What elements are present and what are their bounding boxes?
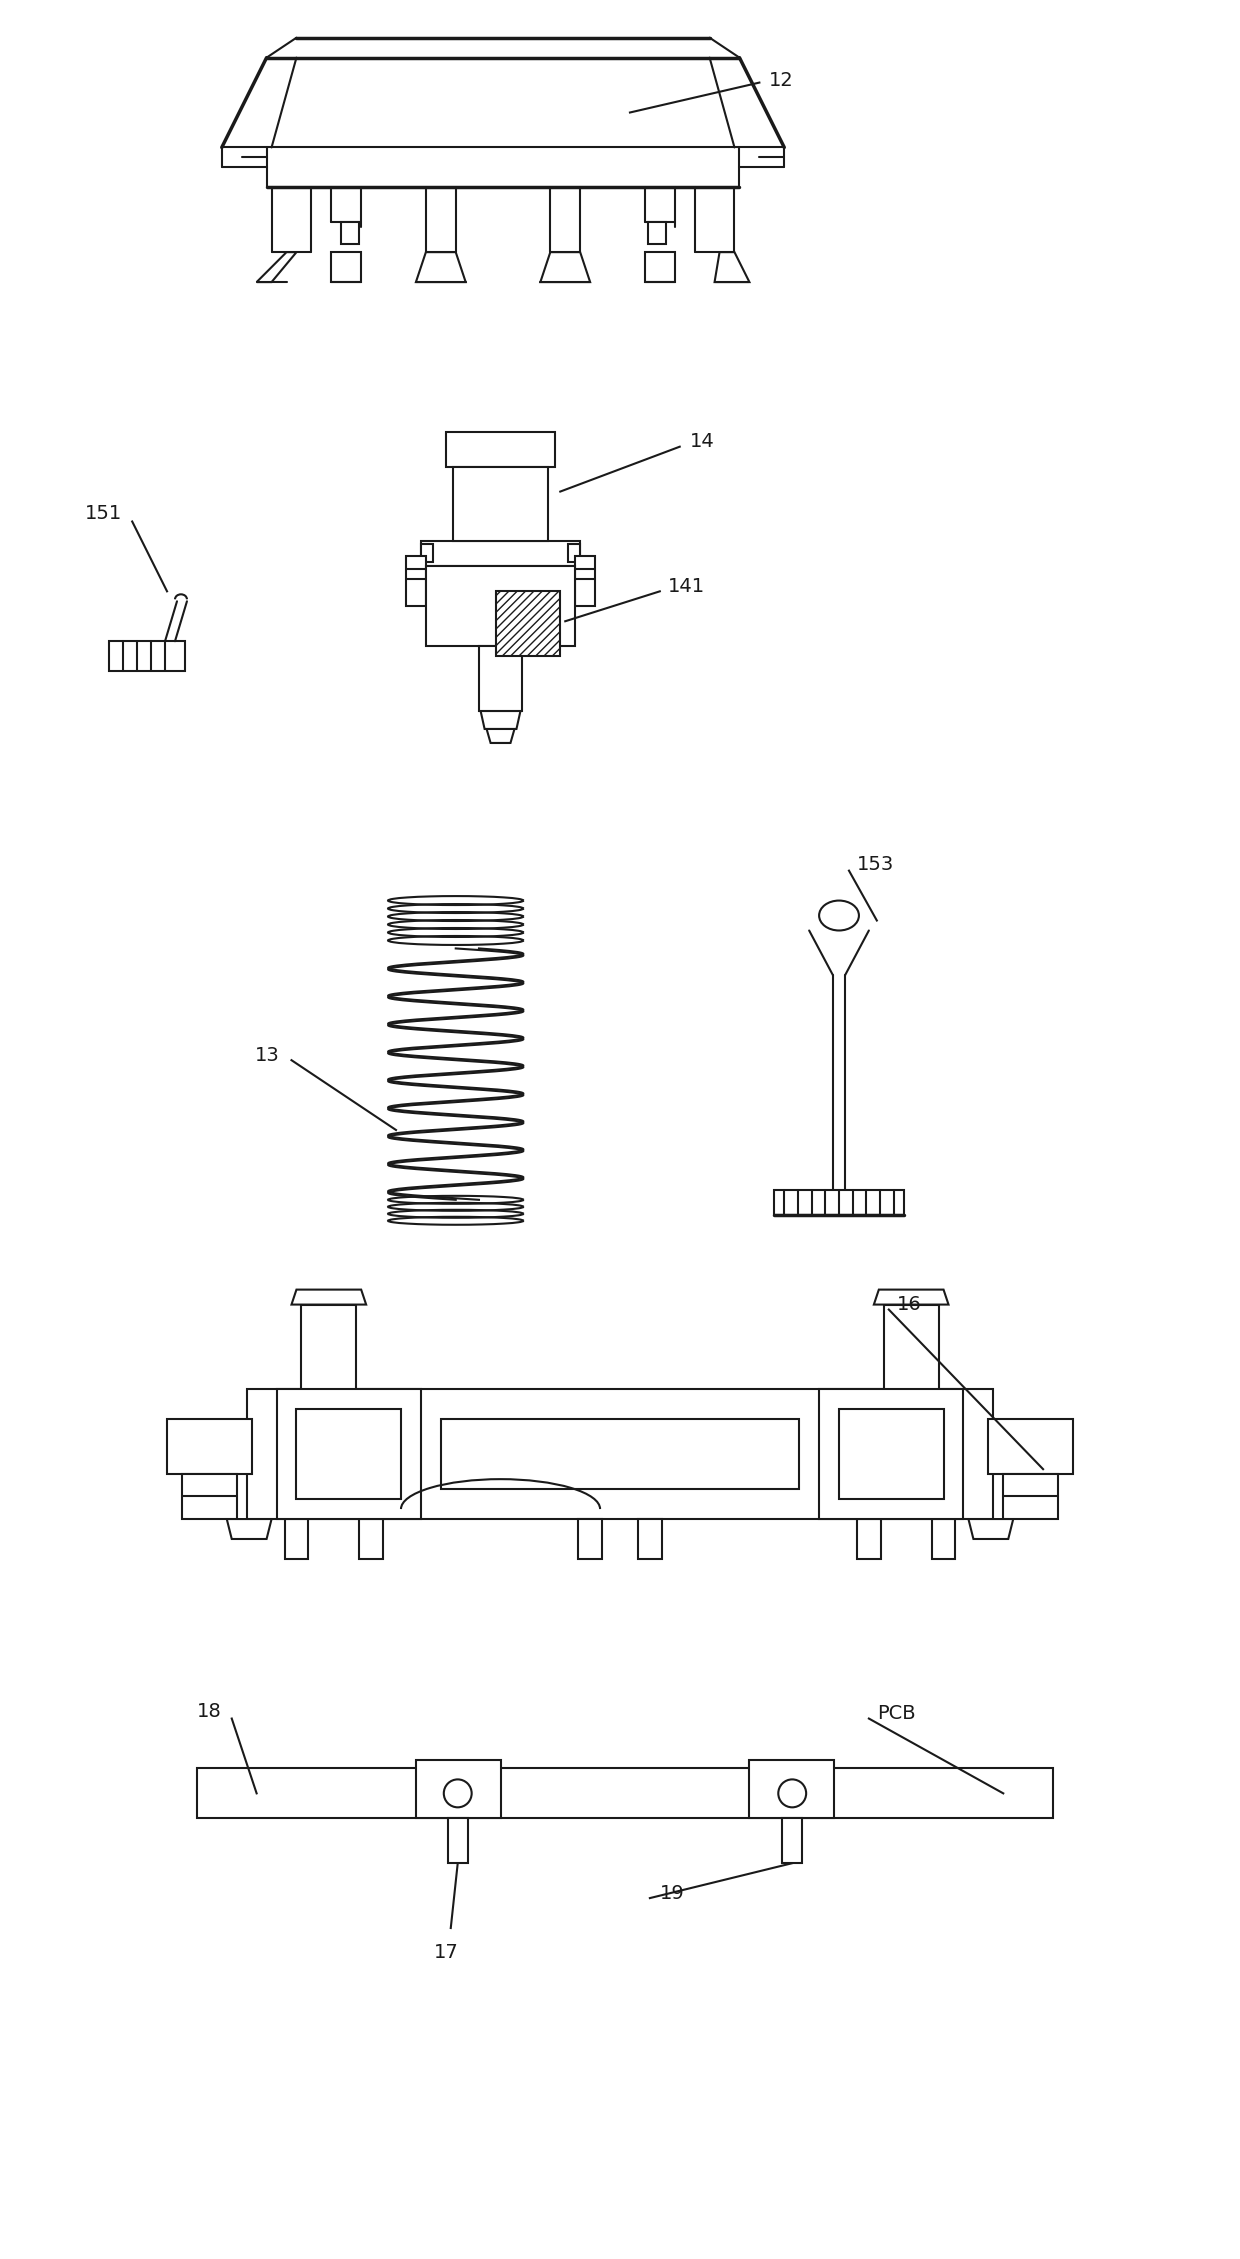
Bar <box>277 1389 420 1518</box>
Bar <box>749 1760 835 1818</box>
Bar <box>301 1303 356 1392</box>
Bar <box>446 431 556 468</box>
Text: 13: 13 <box>254 1046 279 1064</box>
Polygon shape <box>481 712 521 730</box>
Text: 12: 12 <box>769 70 794 90</box>
Polygon shape <box>291 1290 366 1303</box>
Bar <box>782 1818 802 1864</box>
Polygon shape <box>541 253 590 282</box>
Polygon shape <box>227 1518 272 1538</box>
Bar <box>197 1769 1053 1818</box>
Bar <box>884 1303 939 1392</box>
Bar <box>575 556 595 605</box>
Bar <box>453 468 548 542</box>
Bar <box>360 1518 383 1559</box>
Bar <box>568 544 580 562</box>
Bar <box>420 542 580 567</box>
Text: 141: 141 <box>668 576 704 596</box>
Polygon shape <box>257 253 296 282</box>
Bar <box>496 592 560 655</box>
Bar <box>479 646 522 712</box>
Ellipse shape <box>820 901 859 931</box>
Text: 16: 16 <box>897 1294 921 1315</box>
Polygon shape <box>415 253 466 282</box>
Bar <box>578 1518 603 1559</box>
Bar <box>420 544 433 562</box>
Bar <box>820 1389 963 1518</box>
Bar <box>839 1410 944 1500</box>
Polygon shape <box>874 1290 949 1303</box>
Bar <box>167 1419 252 1475</box>
Bar <box>182 1475 237 1518</box>
Bar <box>988 1419 1073 1475</box>
Polygon shape <box>331 253 361 282</box>
Bar <box>440 1419 800 1489</box>
Bar <box>109 642 185 671</box>
Polygon shape <box>486 730 515 743</box>
Bar <box>405 556 425 605</box>
Text: 153: 153 <box>857 856 894 874</box>
Bar <box>931 1518 956 1559</box>
Text: 17: 17 <box>434 1943 458 1963</box>
Text: 18: 18 <box>197 1701 222 1721</box>
Circle shape <box>779 1780 806 1807</box>
Text: PCB: PCB <box>877 1703 915 1724</box>
Bar <box>774 1190 904 1215</box>
Bar <box>857 1518 880 1559</box>
Bar <box>415 1760 501 1818</box>
Bar <box>341 221 360 244</box>
Bar <box>425 567 575 646</box>
Bar <box>637 1518 662 1559</box>
Polygon shape <box>714 253 749 282</box>
Bar <box>284 1518 309 1559</box>
Bar <box>1003 1475 1058 1518</box>
Bar <box>448 1818 467 1864</box>
Polygon shape <box>645 253 675 282</box>
Circle shape <box>444 1780 471 1807</box>
Bar <box>296 1410 401 1500</box>
Text: 19: 19 <box>660 1884 684 1902</box>
Text: 151: 151 <box>86 504 123 524</box>
Text: 14: 14 <box>689 431 714 452</box>
Bar <box>647 221 666 244</box>
Bar <box>247 1389 993 1518</box>
Polygon shape <box>968 1518 1013 1538</box>
